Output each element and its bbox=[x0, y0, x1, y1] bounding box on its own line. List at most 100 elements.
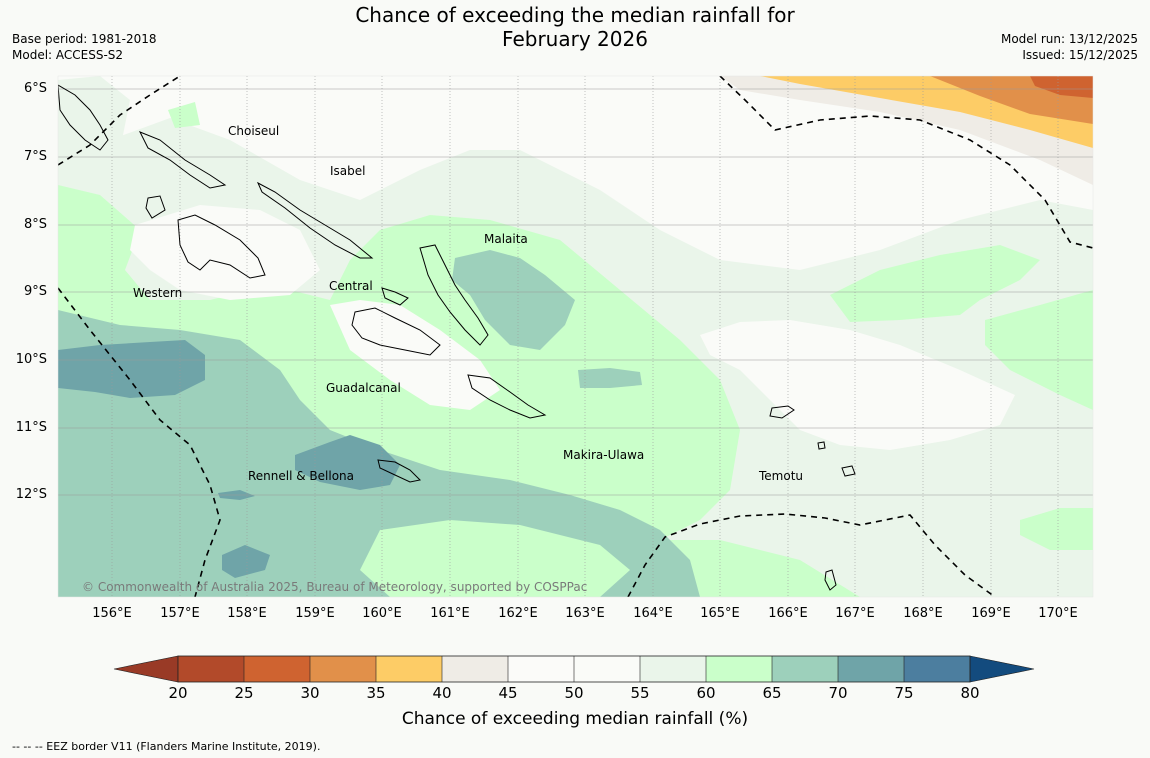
shade-50-55-islands bbox=[130, 205, 320, 300]
region-label-isabel: Isabel bbox=[330, 164, 366, 178]
shade-60-65-se bbox=[1020, 508, 1093, 550]
lat-label-6s: 6°S bbox=[23, 81, 47, 96]
colorbar-band-55-60 bbox=[640, 656, 706, 682]
shade-70-75-w bbox=[58, 340, 205, 398]
shade-60-65-bottom bbox=[360, 520, 630, 597]
colorbar-title: Chance of exceeding median rainfall (%) bbox=[401, 709, 749, 729]
region-label-central: Central bbox=[329, 279, 373, 293]
shade-25-30-ne bbox=[1030, 76, 1093, 98]
shade-65-70-malaita bbox=[452, 250, 575, 350]
lon-label-157e: 157°E bbox=[160, 606, 200, 621]
lat-label-8s: 8°S bbox=[23, 217, 47, 232]
issued-date: Issued: 15/12/2025 bbox=[1022, 48, 1138, 62]
colorbar-tick-65: 65 bbox=[762, 684, 782, 702]
lat-label-7s: 7°S bbox=[23, 149, 47, 164]
colorbar-tick-60: 60 bbox=[696, 684, 716, 702]
lon-label-166e: 166°E bbox=[768, 606, 808, 621]
temotu-islet-1 bbox=[841, 465, 856, 477]
model-run-date: Model run: 13/12/2025 bbox=[1000, 32, 1138, 46]
lon-label-169e: 169°E bbox=[971, 606, 1011, 621]
colorbar-tick-20: 20 bbox=[168, 684, 188, 702]
colorbar bbox=[113, 655, 1035, 683]
shade-60-65-east bbox=[830, 245, 1040, 322]
colorbar-band-30-35 bbox=[310, 656, 376, 682]
colorbar-band-45-50 bbox=[508, 656, 574, 682]
colorbar-band-60-65 bbox=[706, 656, 772, 682]
lon-label-164e: 164°E bbox=[633, 606, 673, 621]
lon-label-163e: 163°E bbox=[565, 606, 605, 621]
shade-70-75-rb bbox=[295, 435, 400, 490]
run-info: Model run: 13/12/2025 Issued: 15/12/2025 bbox=[1001, 31, 1138, 63]
lon-label-160e: 160°E bbox=[362, 606, 402, 621]
shade-65-70-small bbox=[578, 368, 642, 388]
base-period: Base period: 1981-2018 bbox=[12, 32, 157, 46]
copyright-notice: © Commonwealth of Australia 2025, Bureau… bbox=[82, 580, 588, 594]
lon-label-159e: 159°E bbox=[295, 606, 335, 621]
shade-60-65-nw-dot bbox=[168, 102, 200, 128]
lon-label-161e: 161°E bbox=[430, 606, 470, 621]
region-label-makira-ulawa: Makira-Ulawa bbox=[563, 448, 645, 462]
malaita-island bbox=[419, 244, 489, 346]
colorbar-tick-35: 35 bbox=[366, 684, 386, 702]
colorbar-tick-40: 40 bbox=[432, 684, 452, 702]
region-label-temotu: Temotu bbox=[759, 469, 804, 483]
region-label-western: Western bbox=[133, 286, 183, 300]
lat-label-10s: 10°S bbox=[15, 352, 47, 367]
base-info: Base period: 1981-2018 Model: ACCESS-S2 bbox=[12, 31, 157, 63]
colorbar-band-50-55 bbox=[574, 656, 640, 682]
guadalcanal-island bbox=[351, 307, 441, 356]
colorbar-tick-45: 45 bbox=[498, 684, 518, 702]
colorbar-band-75-80 bbox=[904, 656, 970, 682]
map-plot-area bbox=[58, 76, 1093, 597]
isabel-island bbox=[256, 181, 374, 259]
colorbar-band-70-75 bbox=[838, 656, 904, 682]
colorbar-tick-55: 55 bbox=[630, 684, 650, 702]
makira-island bbox=[467, 374, 547, 419]
lon-label-165e: 165°E bbox=[700, 606, 740, 621]
lon-label-158e: 158°E bbox=[227, 606, 267, 621]
region-label-rennell-bellona: Rennell & Bellona bbox=[248, 469, 355, 483]
colorbar-tick-75: 75 bbox=[894, 684, 914, 702]
shade-60-65-east2 bbox=[985, 290, 1093, 410]
central-islands bbox=[381, 287, 409, 306]
new-georgia-island bbox=[177, 214, 266, 279]
colorbar-tick-70: 70 bbox=[828, 684, 848, 702]
se-islet bbox=[824, 569, 837, 591]
colorbar-under-arrow bbox=[113, 655, 179, 683]
choiseul-island bbox=[138, 131, 227, 189]
lat-label-11s: 11°S bbox=[15, 420, 47, 435]
lon-label-168e: 168°E bbox=[903, 606, 943, 621]
colorbar-band-65-70 bbox=[772, 656, 838, 682]
colorbar-band-35-40 bbox=[376, 656, 442, 682]
region-label-choiseul: Choiseul bbox=[228, 124, 280, 138]
eez-border bbox=[58, 76, 1093, 597]
western-islet bbox=[145, 195, 166, 219]
lat-label-12s: 12°S bbox=[15, 487, 47, 502]
shade-50-55-guadal bbox=[330, 300, 500, 410]
colorbar-band-20-25 bbox=[178, 656, 244, 682]
lon-label-156e: 156°E bbox=[92, 606, 132, 621]
map-title: Chance of exceeding the median rainfall … bbox=[0, 3, 1150, 51]
colorbar-over-arrow bbox=[969, 655, 1035, 683]
shade-70-75-s2 bbox=[222, 545, 270, 578]
region-label-malaita: Malaita bbox=[484, 232, 528, 246]
colorbar-tick-30: 30 bbox=[300, 684, 320, 702]
lon-label-162e: 162°E bbox=[498, 606, 538, 621]
title-line-1: Chance of exceeding the median rainfall … bbox=[355, 3, 795, 27]
colorbar-tick-25: 25 bbox=[234, 684, 254, 702]
colorbar-tick-50: 50 bbox=[564, 684, 584, 702]
colorbar-band-25-30 bbox=[244, 656, 310, 682]
temotu-island bbox=[769, 405, 795, 419]
bougainville-coast bbox=[58, 84, 109, 151]
lon-label-170e: 170°E bbox=[1038, 606, 1078, 621]
graticule bbox=[58, 76, 1093, 597]
eez-footnote: -- -- -- EEZ border V11 (Flanders Marine… bbox=[12, 740, 321, 753]
lat-label-9s: 9°S bbox=[23, 284, 47, 299]
colorbar-band-40-45 bbox=[442, 656, 508, 682]
coastlines bbox=[58, 84, 856, 591]
colorbar-tick-80: 80 bbox=[960, 684, 980, 702]
model-name: Model: ACCESS-S2 bbox=[12, 48, 124, 62]
rennell-island bbox=[377, 459, 422, 483]
shade-50-55-east bbox=[700, 320, 1015, 450]
